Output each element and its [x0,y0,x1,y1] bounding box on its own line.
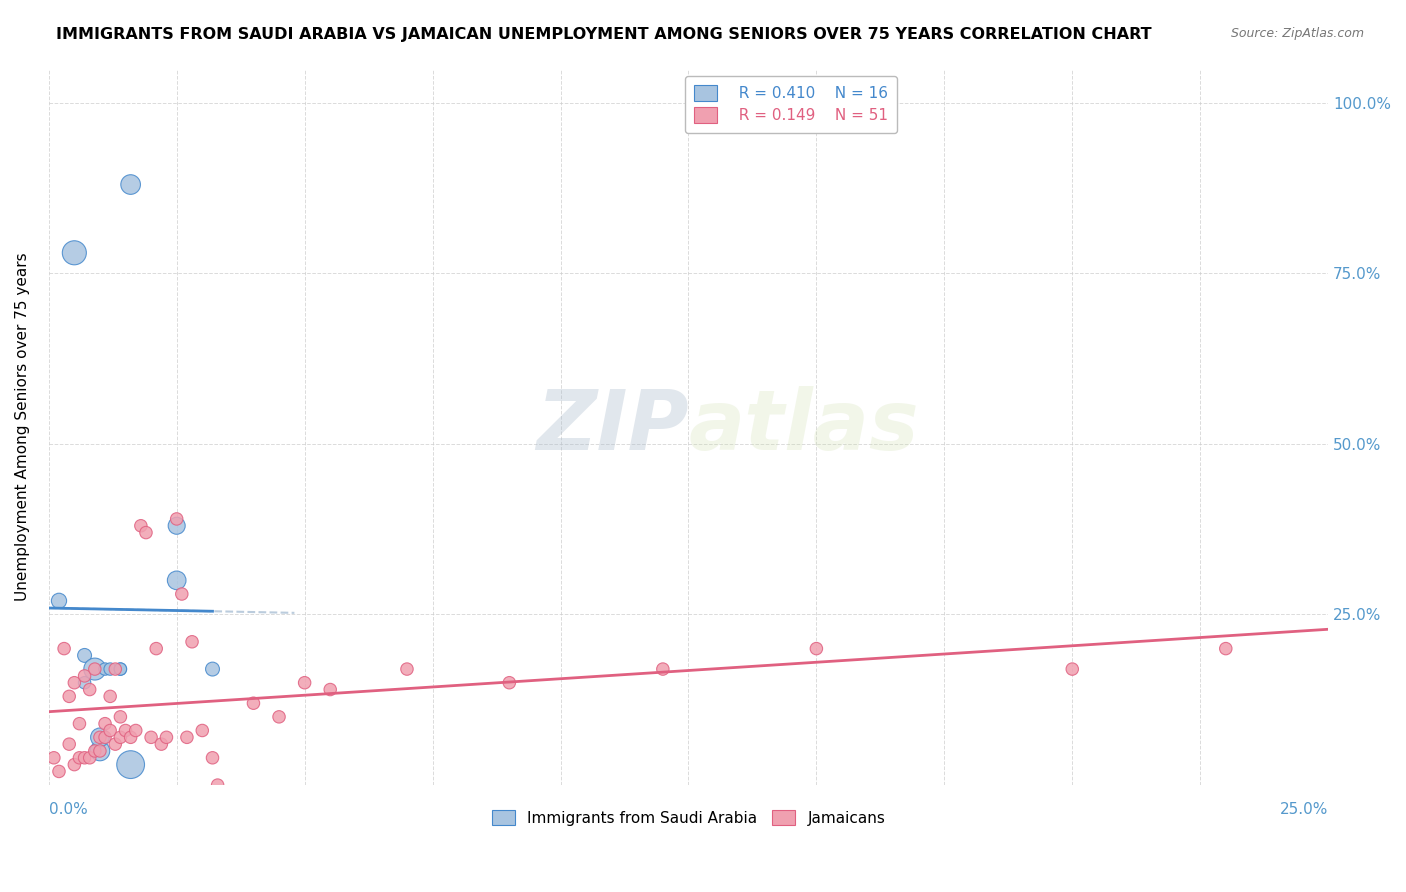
Point [73,751,96,765]
Point [63,757,86,772]
Point [89,744,111,758]
Point [294,675,316,690]
Point [83,744,105,758]
Point [201,662,224,676]
Point [69,716,91,731]
Text: ZIP: ZIP [536,386,689,467]
Point [166,512,188,526]
Point [242,696,264,710]
Text: Source: ZipAtlas.com: Source: ZipAtlas.com [1230,27,1364,40]
Point [42,751,65,765]
Point [191,723,214,738]
Point [181,634,204,648]
Point [135,525,157,540]
Y-axis label: Unemployment Among Seniors over 75 years: Unemployment Among Seniors over 75 years [15,252,30,601]
Point [139,731,162,745]
Point [110,662,132,676]
Point [48,594,70,608]
Point [63,675,86,690]
Point [1062,662,1084,676]
Point [98,723,121,738]
Point [79,751,101,765]
Point [73,648,96,663]
Point [120,731,142,745]
Point [98,662,121,676]
Point [73,669,96,683]
Point [83,662,105,676]
Point [48,764,70,779]
Point [806,641,828,656]
Point [110,710,132,724]
Point [166,574,188,588]
Point [69,751,91,765]
Point [319,682,342,697]
Point [58,737,80,751]
Point [110,731,132,745]
Point [79,682,101,697]
Point [89,731,111,745]
Point [104,662,127,676]
Point [94,662,117,676]
Point [94,731,117,745]
Point [110,662,132,676]
Point [58,690,80,704]
Point [166,518,188,533]
Point [145,641,167,656]
Point [651,662,673,676]
Point [150,737,173,751]
Point [395,662,418,676]
Point [201,751,224,765]
Point [120,178,142,192]
Point [89,744,111,758]
Point [94,716,117,731]
Point [63,245,86,260]
Text: atlas: atlas [689,386,920,467]
Point [89,731,111,745]
Point [125,723,148,738]
Point [1215,641,1237,656]
Point [498,675,520,690]
Point [155,731,177,745]
Text: 25.0%: 25.0% [1279,802,1329,817]
Point [98,690,121,704]
Point [170,587,193,601]
Text: 0.0%: 0.0% [49,802,87,817]
Point [114,723,136,738]
Point [73,675,96,690]
Text: IMMIGRANTS FROM SAUDI ARABIA VS JAMAICAN UNEMPLOYMENT AMONG SENIORS OVER 75 YEAR: IMMIGRANTS FROM SAUDI ARABIA VS JAMAICAN… [56,27,1152,42]
Point [104,737,127,751]
Legend: Immigrants from Saudi Arabia, Jamaicans: Immigrants from Saudi Arabia, Jamaicans [482,800,894,835]
Point [207,778,229,792]
Point [267,710,290,724]
Point [53,641,76,656]
Point [83,662,105,676]
Point [120,757,142,772]
Point [129,518,152,533]
Point [176,731,198,745]
